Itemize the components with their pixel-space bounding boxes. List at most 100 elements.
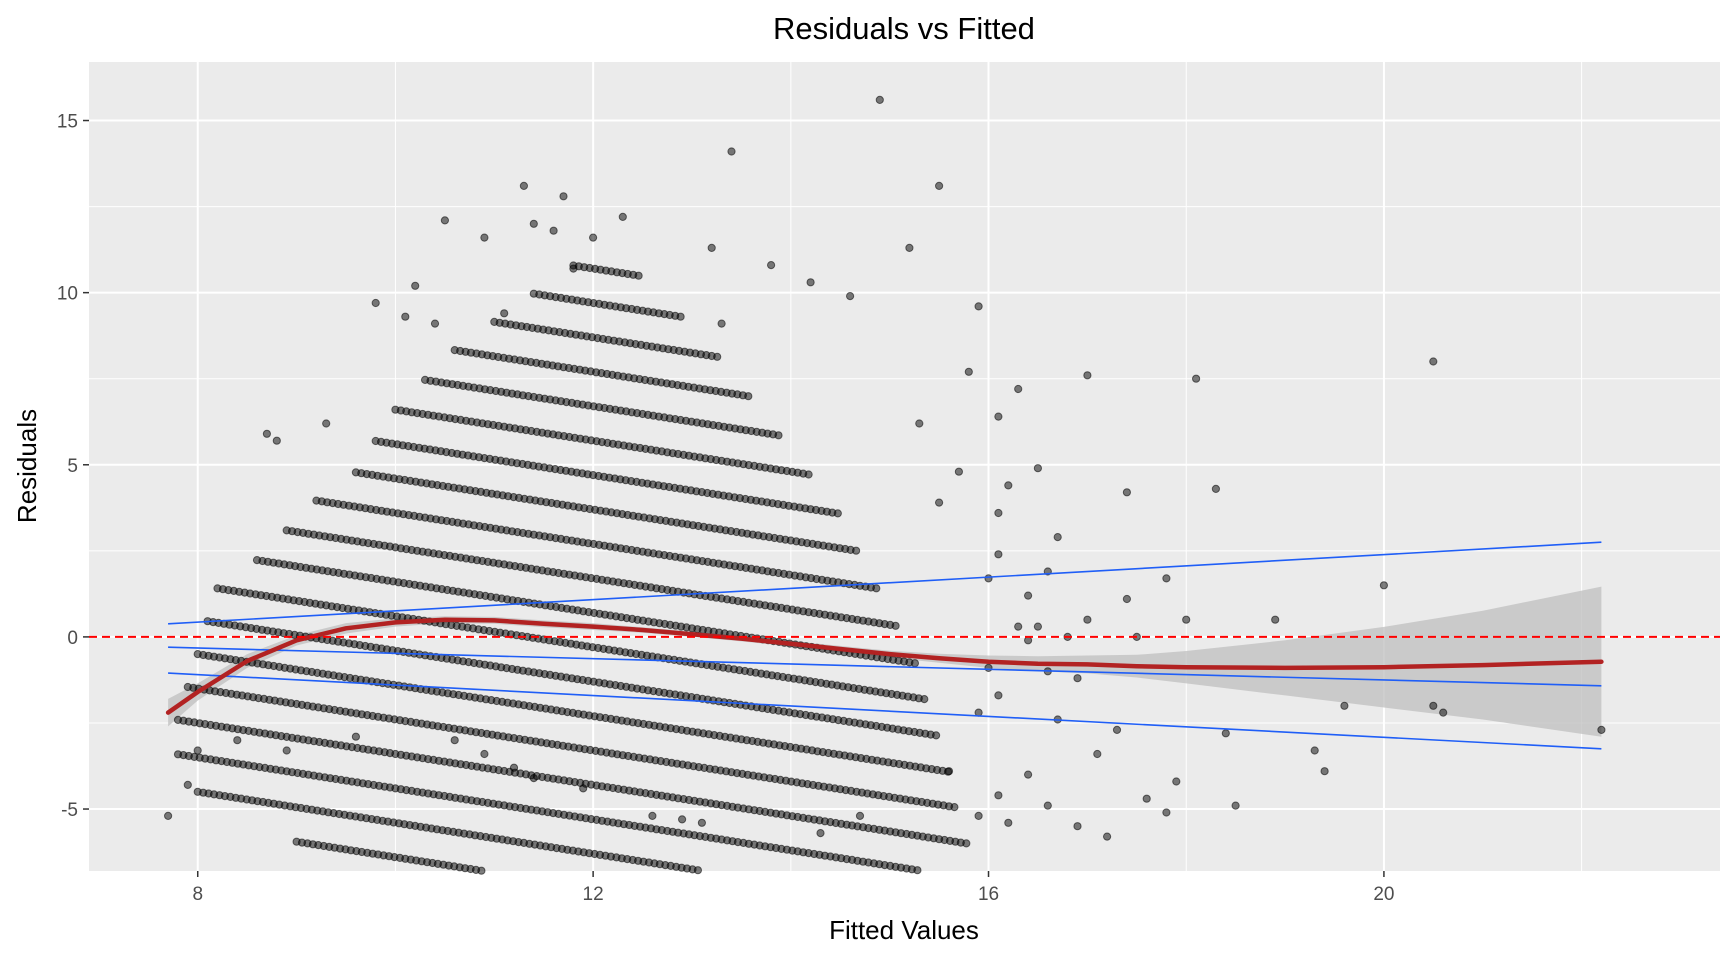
data-point xyxy=(529,774,538,783)
data-point xyxy=(1033,464,1043,473)
data-point xyxy=(371,298,380,308)
data-point xyxy=(984,574,993,583)
data-point xyxy=(855,811,865,821)
chart-title: Residuals vs Fitted xyxy=(773,11,1035,46)
y-tick-label: 5 xyxy=(67,456,78,477)
data-point xyxy=(262,429,271,438)
data-point xyxy=(1439,708,1448,717)
data-point xyxy=(994,550,1003,559)
data-point xyxy=(875,95,884,105)
data-point xyxy=(1014,622,1023,631)
data-point xyxy=(954,467,964,476)
data-point xyxy=(891,621,900,630)
data-point xyxy=(717,319,726,328)
data-point xyxy=(920,695,929,704)
quantile-lines xyxy=(168,541,1602,750)
data-point xyxy=(1211,484,1221,493)
data-point xyxy=(480,749,489,759)
data-point xyxy=(1320,767,1329,776)
x-axis-title: Fitted Values xyxy=(829,915,979,945)
data-point xyxy=(994,508,1003,518)
y-axis-ticks: -5 0 5 10 15 xyxy=(57,112,89,821)
data-point xyxy=(1093,749,1102,759)
y-tick-label: 0 xyxy=(67,628,78,649)
x-tick-label: 16 xyxy=(978,884,999,905)
data-point xyxy=(1112,725,1122,735)
data-point xyxy=(1221,729,1230,738)
data-point xyxy=(272,436,281,445)
data-point xyxy=(944,767,954,776)
smooth-line xyxy=(165,617,1604,715)
data-point xyxy=(634,271,643,280)
data-point xyxy=(994,791,1003,800)
data-point xyxy=(1231,801,1240,810)
data-point xyxy=(774,431,783,440)
data-point xyxy=(1122,594,1132,604)
x-tick-label: 8 xyxy=(192,884,203,905)
data-point xyxy=(500,309,509,318)
data-point xyxy=(1053,533,1062,542)
data-point xyxy=(915,419,924,428)
y-tick-label: 15 xyxy=(57,112,78,133)
data-point xyxy=(1024,770,1033,779)
data-point xyxy=(480,233,489,242)
data-point xyxy=(1182,615,1191,624)
data-point xyxy=(767,261,776,270)
data-point xyxy=(994,412,1003,421)
data-point xyxy=(713,352,722,361)
data-point xyxy=(1033,622,1043,631)
data-point xyxy=(164,811,173,821)
data-point xyxy=(549,226,558,235)
data-point xyxy=(935,498,944,507)
data-point xyxy=(1340,701,1349,710)
data-point xyxy=(589,233,598,242)
data-point xyxy=(846,292,855,301)
data-point xyxy=(618,212,627,221)
data-point xyxy=(1073,674,1082,683)
data-point xyxy=(744,392,753,401)
data-point xyxy=(193,746,202,755)
data-point xyxy=(932,731,941,740)
data-point xyxy=(430,319,440,328)
data-point xyxy=(1271,615,1280,624)
data-point xyxy=(1379,581,1389,590)
data-point xyxy=(962,839,971,848)
data-point xyxy=(1162,808,1171,817)
data-point xyxy=(411,281,420,290)
data-point xyxy=(872,584,881,593)
data-point xyxy=(1004,481,1013,490)
residual-points xyxy=(164,95,1606,875)
quantile-line xyxy=(168,672,1602,750)
data-point xyxy=(559,192,568,201)
quantile-line xyxy=(168,646,1602,687)
data-point xyxy=(648,811,657,821)
data-point xyxy=(351,732,360,741)
data-point xyxy=(913,866,922,875)
data-point xyxy=(529,219,538,228)
data-point xyxy=(994,691,1003,700)
data-point xyxy=(322,419,331,428)
data-point xyxy=(1310,746,1319,755)
data-point xyxy=(950,803,959,812)
data-point xyxy=(693,866,703,875)
data-point xyxy=(1014,384,1023,394)
x-tick-label: 20 xyxy=(1373,884,1394,905)
data-point xyxy=(905,243,914,252)
data-point xyxy=(816,829,825,838)
data-point xyxy=(1429,357,1438,366)
data-point xyxy=(974,811,983,821)
data-point xyxy=(519,181,529,190)
data-point xyxy=(233,736,242,745)
data-point xyxy=(1073,822,1082,831)
data-point xyxy=(727,147,736,156)
data-point xyxy=(1172,777,1181,786)
data-point xyxy=(1083,615,1092,624)
y-axis-title: Residuals xyxy=(12,409,42,523)
data-point xyxy=(477,866,486,875)
data-point xyxy=(440,216,449,225)
data-point xyxy=(569,264,578,273)
data-point xyxy=(833,509,842,518)
data-point xyxy=(450,736,459,745)
data-point xyxy=(1122,488,1132,497)
